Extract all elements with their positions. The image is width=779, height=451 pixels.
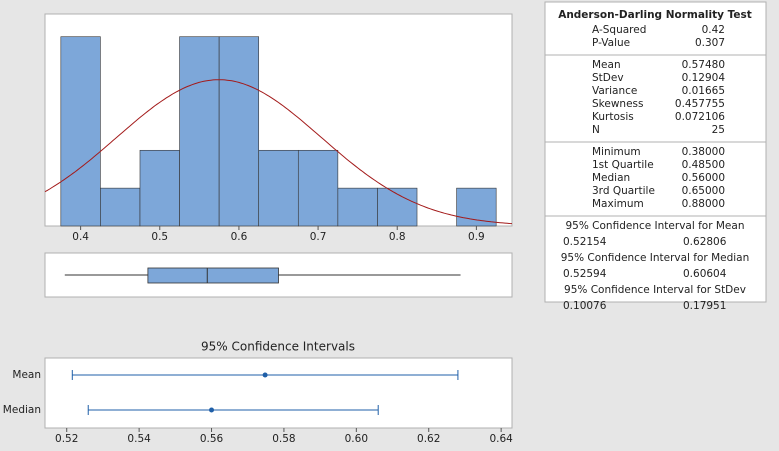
category-label: Median (3, 404, 41, 416)
stat-value: 0.457755 (675, 98, 725, 110)
x-tick-label: 0.8 (389, 231, 406, 243)
interval-upper: 0.62806 (683, 236, 727, 248)
x-tick-label: 0.7 (310, 231, 327, 243)
interval-panel (44, 357, 513, 429)
stats-panel (544, 1, 767, 303)
bar (218, 36, 260, 227)
section-title: Anderson-Darling Normality Test (558, 9, 752, 21)
interval-upper: 0.60604 (683, 268, 727, 280)
stat-label: Median (592, 172, 630, 184)
stat-value: 25 (712, 124, 725, 136)
x-tick-label: 0.56 (200, 433, 224, 445)
stat-label: 1st Quartile (592, 159, 654, 171)
stat-value: 0.38000 (682, 146, 725, 158)
interval-title: 95% Confidence Intervals (201, 340, 355, 354)
category-label: Mean (12, 369, 41, 381)
stat-label: Variance (592, 85, 637, 97)
section-title: 95% Confidence Interval for StDev (564, 284, 746, 296)
x-tick-label: 0.6 (231, 231, 248, 243)
bar (179, 36, 220, 227)
stat-label: Skewness (592, 98, 643, 110)
x-tick-label: 0.52 (55, 433, 78, 445)
x-tick-label: 0.62 (417, 433, 440, 445)
estimate-dot (209, 407, 215, 413)
stat-value: 0.88000 (682, 198, 725, 210)
x-tick-label: 0.64 (489, 433, 513, 445)
stat-label: A-Squared (592, 24, 646, 36)
stat-value: 0.57480 (682, 59, 725, 71)
stat-label: Maximum (592, 198, 644, 210)
stat-value: 0.12904 (682, 72, 726, 84)
interval-lower: 0.10076 (563, 300, 607, 312)
interval-lower: 0.52154 (563, 236, 607, 248)
bar (297, 149, 339, 227)
stat-label: N (592, 124, 600, 136)
x-tick-label: 0.60 (345, 433, 368, 445)
normal-curve (44, 79, 513, 225)
x-tick-label: 0.5 (151, 231, 168, 243)
stat-label: Minimum (592, 146, 641, 158)
bar (337, 187, 378, 227)
bar (60, 36, 101, 227)
estimate-dot (262, 372, 268, 378)
x-tick-label: 0.9 (468, 231, 485, 243)
stat-label: Kurtosis (592, 111, 634, 123)
x-tick-label: 0.54 (127, 433, 151, 445)
stat-value: 0.072106 (675, 111, 725, 123)
interval-lower: 0.52594 (563, 268, 607, 280)
stat-value: 0.48500 (682, 159, 725, 171)
bar (258, 149, 299, 227)
bar (139, 149, 180, 227)
x-tick-label: 0.4 (72, 231, 89, 243)
section-title: 95% Confidence Interval for Mean (566, 220, 745, 232)
stat-label: 3rd Quartile (592, 185, 655, 197)
stat-value: 0.42 (702, 24, 725, 36)
stat-value: 0.56000 (682, 172, 725, 184)
stat-label: StDev (592, 72, 624, 84)
bar (100, 187, 141, 227)
stat-value: 0.307 (695, 37, 725, 49)
x-tick-label: 0.58 (272, 433, 295, 445)
stat-value: 0.01665 (682, 85, 725, 97)
stat-label: P-Value (592, 37, 630, 49)
box (147, 267, 279, 284)
stat-label: Mean (592, 59, 621, 71)
section-title: 95% Confidence Interval for Median (561, 252, 750, 264)
stat-value: 0.65000 (682, 185, 725, 197)
interval-upper: 0.17951 (683, 300, 726, 312)
